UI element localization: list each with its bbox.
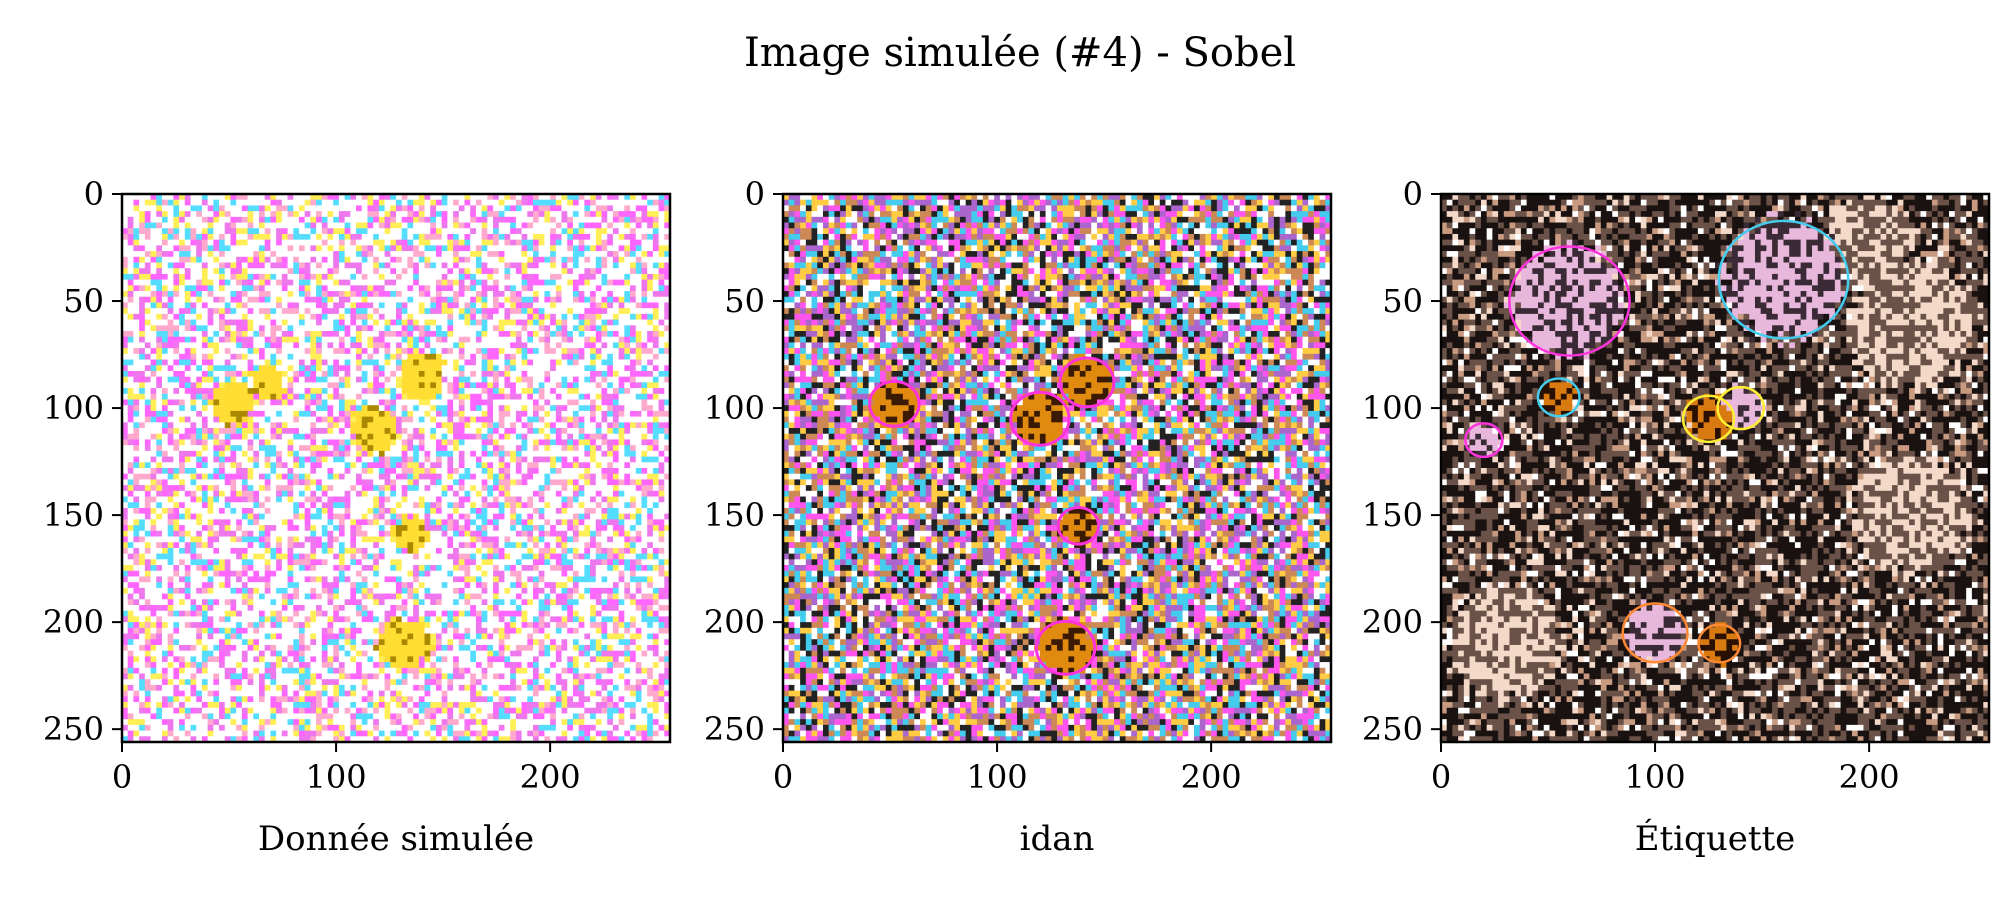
y-tick-label: 100 [704, 389, 765, 427]
axes-frame-1 [120, 192, 672, 744]
x-axis-label: idan [1020, 819, 1095, 859]
figure-title: Image simulée (#4) - Sobel [744, 30, 1296, 76]
x-tick-label: 200 [1181, 758, 1242, 796]
x-axis-label: Étiquette [1635, 818, 1796, 859]
y-tick-label: 200 [704, 603, 765, 641]
y-tick-label: 100 [43, 389, 104, 427]
x-tick-label: 200 [1839, 758, 1900, 796]
axes-frame-3 [1439, 192, 1991, 744]
x-tick-label: 200 [520, 758, 581, 796]
y-tick-label: 150 [704, 496, 765, 534]
x-tick-label: 0 [112, 758, 132, 796]
panel-3: 0 100 200 0 50 100 150 200 250 Étiquette [1362, 175, 1991, 859]
y-tick-label: 50 [724, 282, 765, 320]
x-tick-label: 100 [306, 758, 367, 796]
y-tick-label: 100 [1362, 389, 1423, 427]
y-tick-label: 250 [1362, 710, 1423, 748]
y-tick-label: 0 [745, 175, 765, 213]
y-tick-label: 0 [84, 175, 104, 213]
y-tick-label: 0 [1403, 175, 1423, 213]
y-tick-label: 200 [1362, 603, 1423, 641]
x-axis-label: Donnée simulée [258, 819, 534, 859]
y-tick-label: 200 [43, 603, 104, 641]
heatmap-image-3 [1441, 194, 1989, 742]
x-tick-label: 0 [773, 758, 793, 796]
panel-1: 0 100 200 0 50 100 150 200 250 Donnée simulée [43, 175, 672, 859]
y-tick-label: 50 [63, 282, 104, 320]
y-tick-label: 150 [1362, 496, 1423, 534]
y-tick-label: 150 [43, 496, 104, 534]
y-tick-label: 50 [1382, 282, 1423, 320]
heatmap-image-1 [122, 194, 670, 742]
axes-frame-2 [781, 192, 1333, 744]
y-tick-label: 250 [704, 710, 765, 748]
x-tick-label: 0 [1431, 758, 1451, 796]
heatmap-image-2 [783, 194, 1331, 742]
panel-2: 0 100 200 0 50 100 150 200 250 idan [704, 175, 1333, 859]
x-tick-label: 100 [1625, 758, 1686, 796]
y-tick-label: 250 [43, 710, 104, 748]
panels: 0 100 200 0 50 100 150 200 250 Donnée simulée 0 100… [43, 175, 1991, 859]
x-tick-label: 100 [967, 758, 1028, 796]
